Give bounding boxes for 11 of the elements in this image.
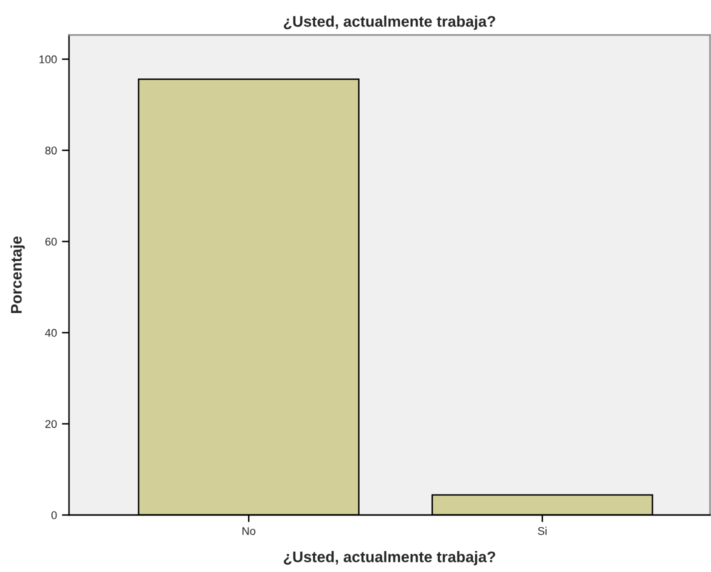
y-tick-label: 60 (45, 238, 57, 246)
x-tick-label: Si (538, 526, 547, 535)
chart-title: ¿Usted, actualmente trabaja? (284, 16, 496, 30)
y-tick-label: 0 (51, 511, 57, 520)
y-tick-label: 40 (45, 328, 57, 337)
x-axis-title: ¿Usted, actualmente trabaja? (284, 551, 496, 566)
y-tick-label: 20 (45, 420, 57, 428)
x-tick-label: No (242, 527, 256, 535)
y-axis-title: Porcentaje (10, 236, 25, 314)
y-tick-label: 80 (45, 146, 57, 154)
y-tick-label: 100 (40, 55, 57, 64)
